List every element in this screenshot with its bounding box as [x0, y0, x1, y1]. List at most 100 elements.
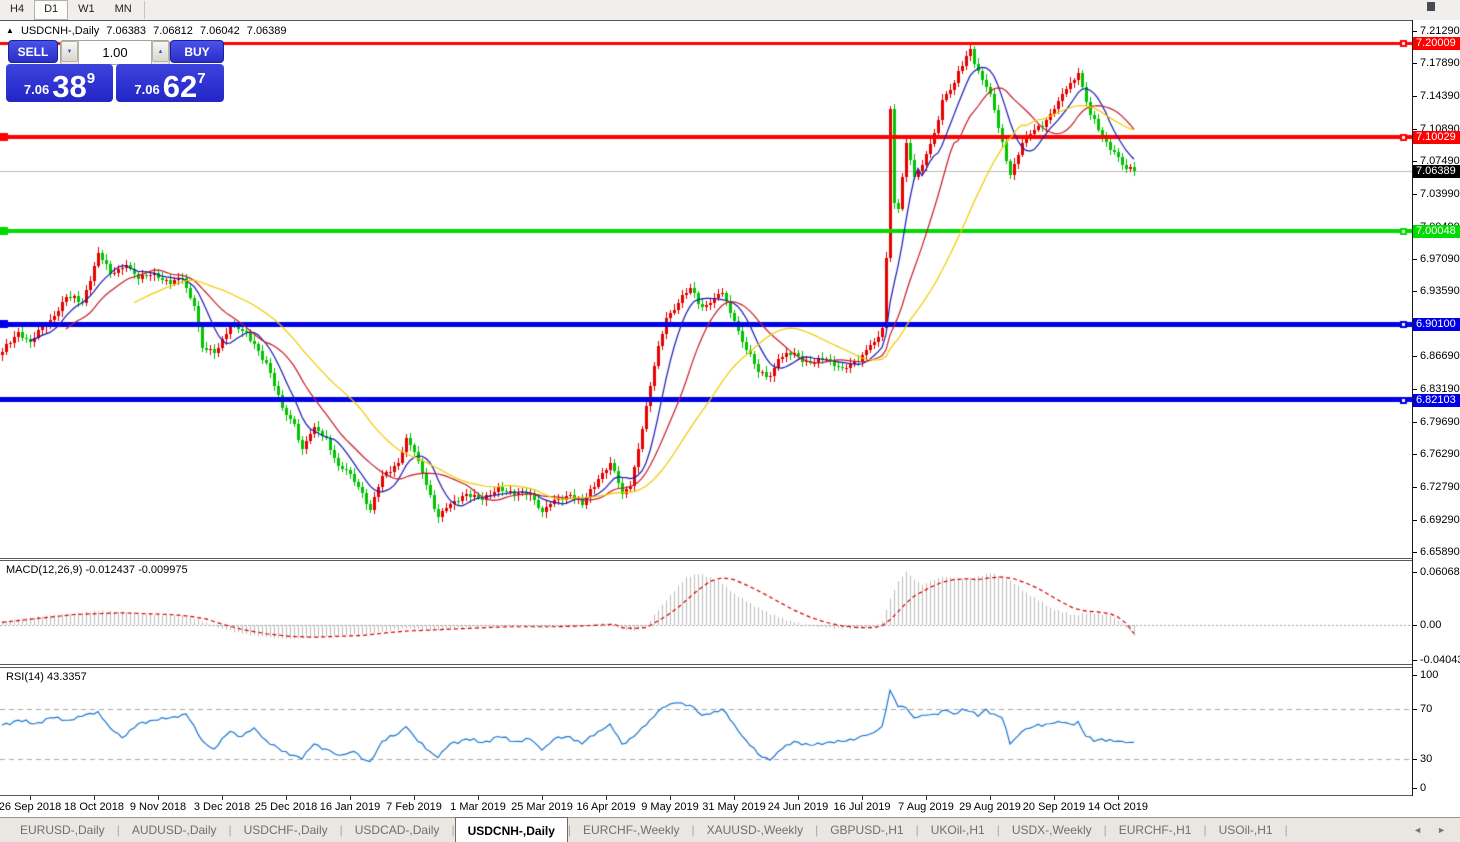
chart-tab-usdcnh-daily[interactable]: USDCNH-,Daily	[454, 817, 568, 842]
tab-separator: |	[996, 823, 1000, 837]
date-tick	[350, 796, 351, 800]
date-tick	[94, 796, 95, 800]
indicator-tick	[1413, 788, 1417, 789]
current-price-badge: 7.06389	[1413, 165, 1460, 178]
tab-separator: |	[1103, 823, 1107, 837]
tab-separator: |	[567, 823, 572, 837]
indicator-tick-label: 0.00	[1420, 619, 1442, 631]
tab-separator: |	[116, 823, 120, 837]
date-label: 16 Jan 2019	[319, 801, 381, 813]
tab-separator: |	[691, 823, 695, 837]
indicator-tick	[1413, 709, 1417, 710]
chevron-up-icon: ▲	[157, 48, 164, 55]
tab-scroll-left-icon[interactable]: ◄	[1413, 825, 1422, 835]
price-tick	[1413, 422, 1417, 423]
date-tick	[478, 796, 479, 800]
buy-price-big: 62	[162, 68, 198, 104]
indicator-tick	[1413, 660, 1417, 661]
volume-increase-button[interactable]: ▲	[152, 41, 169, 62]
panel-separator	[0, 795, 1413, 796]
chart-tab-eurusd-daily[interactable]: EURUSD-,Daily	[20, 823, 105, 837]
indicator-tick-label: 70	[1420, 703, 1433, 715]
sell-price-big: 38	[52, 68, 87, 104]
price-tick	[1413, 31, 1417, 32]
chart-tab-usdcad-daily[interactable]: USDCAD-,Daily	[354, 823, 440, 837]
sell-button[interactable]: SELL	[8, 40, 58, 63]
tab-separator: |	[1284, 823, 1288, 837]
chart-tab-ukoil-h1[interactable]: UKOil-,H1	[930, 823, 985, 837]
tab-scroll-right-icon[interactable]: ►	[1437, 825, 1446, 835]
ohlc-open: 7.06383	[106, 25, 147, 37]
chart-tab-audusd-daily[interactable]: AUDUSD-,Daily	[131, 823, 217, 837]
price-tick	[1413, 161, 1417, 162]
date-tick	[990, 796, 991, 800]
chevron-down-icon: ▼	[66, 48, 73, 55]
price-tick-label: 6.86690	[1420, 350, 1460, 362]
sell-price-panel[interactable]: 7.06 38 9	[6, 64, 113, 102]
chart-tab-eurchf-h1[interactable]: EURCHF-,H1	[1118, 823, 1192, 837]
date-label: 3 Dec 2018	[193, 801, 251, 813]
timeframe-button-mn[interactable]: MN	[114, 3, 132, 15]
date-tick	[158, 796, 159, 800]
date-label: 29 Aug 2019	[959, 801, 1021, 813]
date-label: 31 May 2019	[702, 801, 766, 813]
main-chart-canvas[interactable]	[0, 21, 1413, 558]
date-tick	[414, 796, 415, 800]
symbol-marker-icon: ▲	[6, 26, 14, 35]
date-tick	[1118, 796, 1119, 800]
volume-input[interactable]	[78, 41, 152, 64]
date-tick	[222, 796, 223, 800]
price-tick-label: 6.79690	[1420, 416, 1460, 428]
date-label: 25 Dec 2018	[254, 801, 318, 813]
date-label: 26 Sep 2018	[0, 801, 62, 813]
rsi-panel-canvas[interactable]	[0, 668, 1413, 795]
indicator-tick-label: 100	[1420, 669, 1439, 681]
date-tick	[542, 796, 543, 800]
panel-separator[interactable]	[0, 558, 1413, 559]
buy-button[interactable]: BUY	[170, 40, 224, 63]
chart-tabs: EURUSD-,Daily | AUDUSD-,Daily | USDCHF-,Dail…	[0, 817, 1288, 842]
panel-separator[interactable]	[0, 664, 1413, 665]
date-label: 7 Feb 2019	[386, 801, 442, 813]
chart-tab-usoil-h1[interactable]: USOil-,H1	[1218, 823, 1273, 837]
indicator-tick-label: -0.040432	[1420, 654, 1460, 666]
indicator-tick	[1413, 675, 1417, 676]
volume-decrease-button[interactable]: ▼	[61, 41, 78, 62]
timeframe-button-d1[interactable]: D1	[34, 0, 69, 20]
price-axis-line	[1412, 20, 1413, 796]
date-label: 24 Jun 2019	[767, 801, 829, 813]
price-tick	[1413, 454, 1417, 455]
timeframe-button-w1[interactable]: W1	[78, 3, 95, 15]
chart-tab-gbpusd-h1[interactable]: GBPUSD-,H1	[830, 823, 904, 837]
level-price-badge: 7.10029	[1413, 131, 1460, 144]
date-tick	[286, 796, 287, 800]
panel-separator	[0, 667, 1413, 668]
price-tick	[1413, 552, 1417, 553]
price-tick-label: 6.97090	[1420, 253, 1460, 265]
price-tick-label: 6.93590	[1420, 285, 1460, 297]
chart-tab-xauusd-weekly[interactable]: XAUUSD-,Weekly	[706, 823, 804, 837]
chart-tab-usdchf-daily[interactable]: USDCHF-,Daily	[243, 823, 328, 837]
indicator-tick	[1413, 759, 1417, 760]
macd-panel-canvas[interactable]	[0, 561, 1413, 664]
date-label: 20 Sep 2019	[1022, 801, 1086, 813]
buy-price-prefix: 7.06	[134, 82, 160, 97]
date-label: 16 Jul 2019	[833, 801, 891, 813]
chart-header: ▲ USDCNH-,Daily 7.06383 7.06812 7.06042 …	[6, 25, 291, 37]
date-tick	[670, 796, 671, 800]
date-label: 18 Oct 2018	[64, 801, 124, 813]
price-axis: 7.21290 7.17890 7.14390 7.10890 7.07490 7.039…	[1413, 20, 1460, 796]
level-price-badge: 7.00048	[1413, 225, 1460, 238]
price-tick-label: 7.07490	[1420, 155, 1460, 167]
date-tick	[606, 796, 607, 800]
timeframe-toolbar: H4 D1 W1 MN	[0, 0, 1460, 21]
chart-tab-eurchf-weekly[interactable]: EURCHF-,Weekly	[583, 823, 680, 837]
chart-tab-usdx-weekly[interactable]: USDX-,Weekly	[1011, 823, 1092, 837]
buy-price-panel[interactable]: 7.06 62 7	[116, 64, 224, 102]
price-tick-label: 6.72790	[1420, 481, 1460, 493]
price-tick-label: 6.83190	[1420, 383, 1460, 395]
timeframe-button-h4[interactable]: H4	[10, 3, 25, 15]
price-tick	[1413, 520, 1417, 521]
price-tick-label: 6.76290	[1420, 448, 1460, 460]
